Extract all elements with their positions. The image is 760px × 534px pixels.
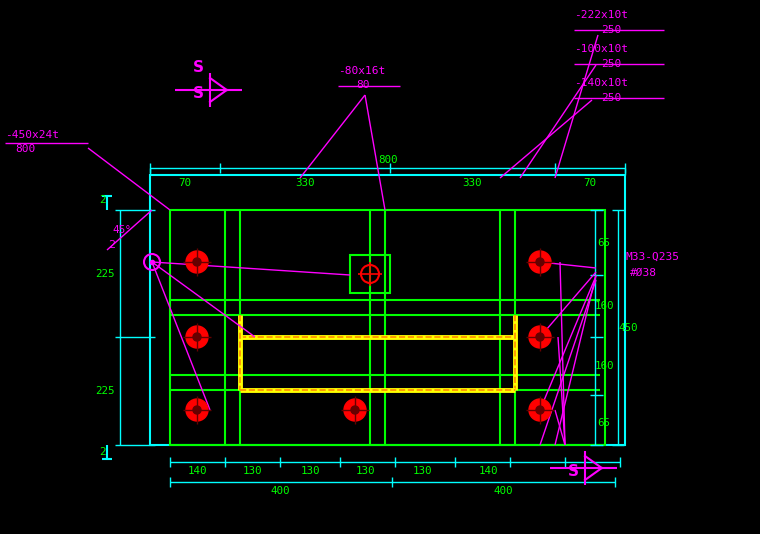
Text: 65: 65	[597, 418, 610, 428]
Text: 450: 450	[618, 323, 638, 333]
Text: S: S	[192, 85, 204, 100]
Circle shape	[536, 333, 544, 341]
Text: 330: 330	[295, 178, 315, 188]
Text: 70: 70	[584, 178, 597, 188]
Text: -100x10t: -100x10t	[574, 44, 628, 54]
Circle shape	[186, 399, 208, 421]
Circle shape	[536, 406, 544, 414]
Circle shape	[351, 406, 359, 414]
Circle shape	[529, 326, 551, 348]
Bar	[170, 210, 605, 445]
Text: 140: 140	[187, 466, 207, 476]
Circle shape	[193, 406, 201, 414]
Circle shape	[529, 399, 551, 421]
Bar	[350, 255, 390, 293]
Text: 80: 80	[356, 80, 369, 90]
Text: 130: 130	[412, 466, 432, 476]
Bar	[150, 175, 625, 445]
Text: 330: 330	[462, 178, 482, 188]
Text: 225: 225	[95, 269, 115, 279]
Text: S: S	[568, 464, 578, 478]
Text: 2: 2	[99, 447, 105, 457]
Text: 400: 400	[493, 486, 513, 496]
Circle shape	[529, 251, 551, 273]
Text: 140: 140	[478, 466, 498, 476]
Text: M33-Q235: M33-Q235	[626, 252, 680, 262]
Text: 45°: 45°	[112, 225, 131, 235]
Text: 2: 2	[99, 195, 105, 205]
Text: 160: 160	[594, 361, 614, 371]
Text: -450x24t: -450x24t	[5, 130, 59, 140]
Text: 250: 250	[601, 59, 621, 69]
Text: 130: 130	[242, 466, 261, 476]
Text: 800: 800	[378, 155, 397, 165]
Text: 65: 65	[597, 238, 610, 248]
Text: 160: 160	[594, 301, 614, 311]
Text: 70: 70	[179, 178, 192, 188]
Text: -140x10t: -140x10t	[574, 78, 628, 88]
Circle shape	[344, 399, 366, 421]
Circle shape	[193, 258, 201, 266]
Text: 400: 400	[271, 486, 290, 496]
Text: 250: 250	[601, 25, 621, 35]
Text: 130: 130	[355, 466, 375, 476]
Text: -80x16t: -80x16t	[338, 66, 385, 76]
Text: 225: 225	[95, 386, 115, 396]
Circle shape	[536, 258, 544, 266]
Text: 250: 250	[601, 93, 621, 103]
Circle shape	[186, 251, 208, 273]
Circle shape	[186, 326, 208, 348]
Text: 2: 2	[109, 240, 116, 250]
Text: S: S	[193, 60, 204, 75]
Text: -222x10t: -222x10t	[574, 10, 628, 20]
Circle shape	[193, 333, 201, 341]
Text: 800: 800	[15, 144, 35, 154]
Text: 130: 130	[300, 466, 320, 476]
Text: #Ø38: #Ø38	[630, 268, 657, 278]
